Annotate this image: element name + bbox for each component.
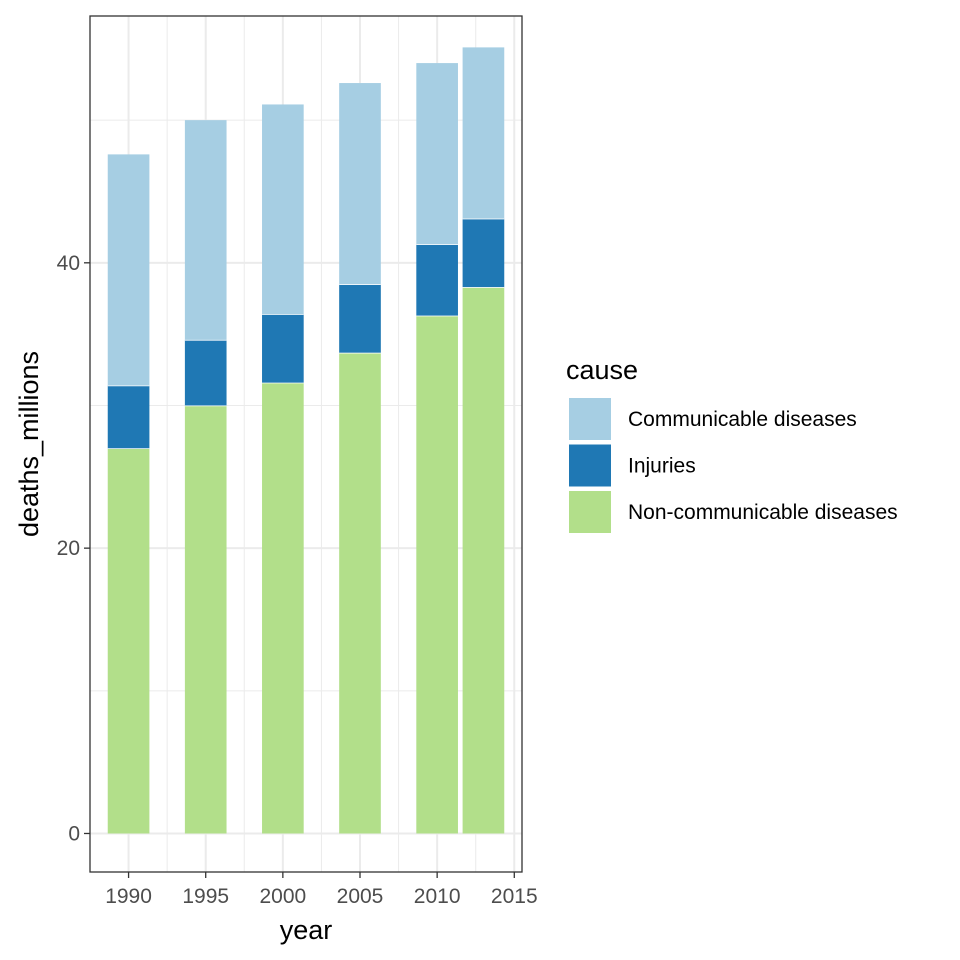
x-tick-label-2010: 2010 (414, 885, 461, 908)
legend-label-injuries: Injuries (628, 455, 696, 478)
x-tick-label-2005: 2005 (337, 885, 384, 908)
bar-injuries-2005 (339, 284, 381, 353)
x-axis-title: year (280, 915, 333, 945)
bar-injuries-1990 (107, 385, 150, 449)
bar-communicable-diseases-2005 (339, 83, 381, 285)
legend-label-non-communicable-diseases: Non-communicable diseases (628, 501, 898, 524)
bar-non-communicable-diseases-2010 (416, 315, 458, 834)
bar-non-communicable-diseases-2005 (339, 352, 381, 834)
bar-communicable-diseases-1990 (107, 154, 150, 386)
legend-items: Communicable diseases Injuries Non-communi… (569, 398, 898, 533)
bars (107, 47, 505, 834)
legend-title: cause (566, 355, 638, 385)
x-tick-label-2000: 2000 (259, 885, 306, 908)
y-axis: 0 20 40 (57, 252, 90, 845)
y-tick-label-0: 0 (68, 822, 80, 845)
legend-label-communicable-diseases: Communicable diseases (628, 408, 857, 431)
bar-non-communicable-diseases-1990 (107, 448, 150, 834)
bar-communicable-diseases-2000 (262, 104, 304, 315)
x-axis: 1990 1995 2000 2005 2010 2015 (105, 872, 538, 908)
bar-injuries-2013 (462, 218, 505, 288)
bar-non-communicable-diseases-2013 (462, 287, 505, 834)
legend-key-communicable-diseases (569, 398, 611, 440)
bar-injuries-2000 (262, 314, 304, 383)
y-tick-label-40: 40 (57, 252, 80, 275)
y-axis-title: deaths_millions (14, 351, 44, 537)
x-tick-label-2015: 2015 (491, 885, 538, 908)
legend: cause Communicable diseases Injuries Non-c… (566, 355, 898, 533)
legend-key-non-communicable-diseases (569, 491, 611, 533)
x-tick-label-1990: 1990 (105, 885, 152, 908)
bar-communicable-diseases-2010 (416, 63, 458, 245)
panel-border (89, 15, 523, 873)
bar-injuries-2010 (416, 244, 458, 316)
bar-communicable-diseases-1995 (184, 120, 227, 340)
bar-non-communicable-diseases-1995 (184, 405, 227, 834)
legend-key-injuries (569, 444, 611, 487)
bar-communicable-diseases-2013 (462, 47, 505, 219)
y-tick-label-20: 20 (57, 537, 80, 560)
bar-injuries-1995 (184, 339, 227, 406)
x-tick-label-1995: 1995 (182, 885, 229, 908)
bar-non-communicable-diseases-2000 (262, 382, 304, 834)
